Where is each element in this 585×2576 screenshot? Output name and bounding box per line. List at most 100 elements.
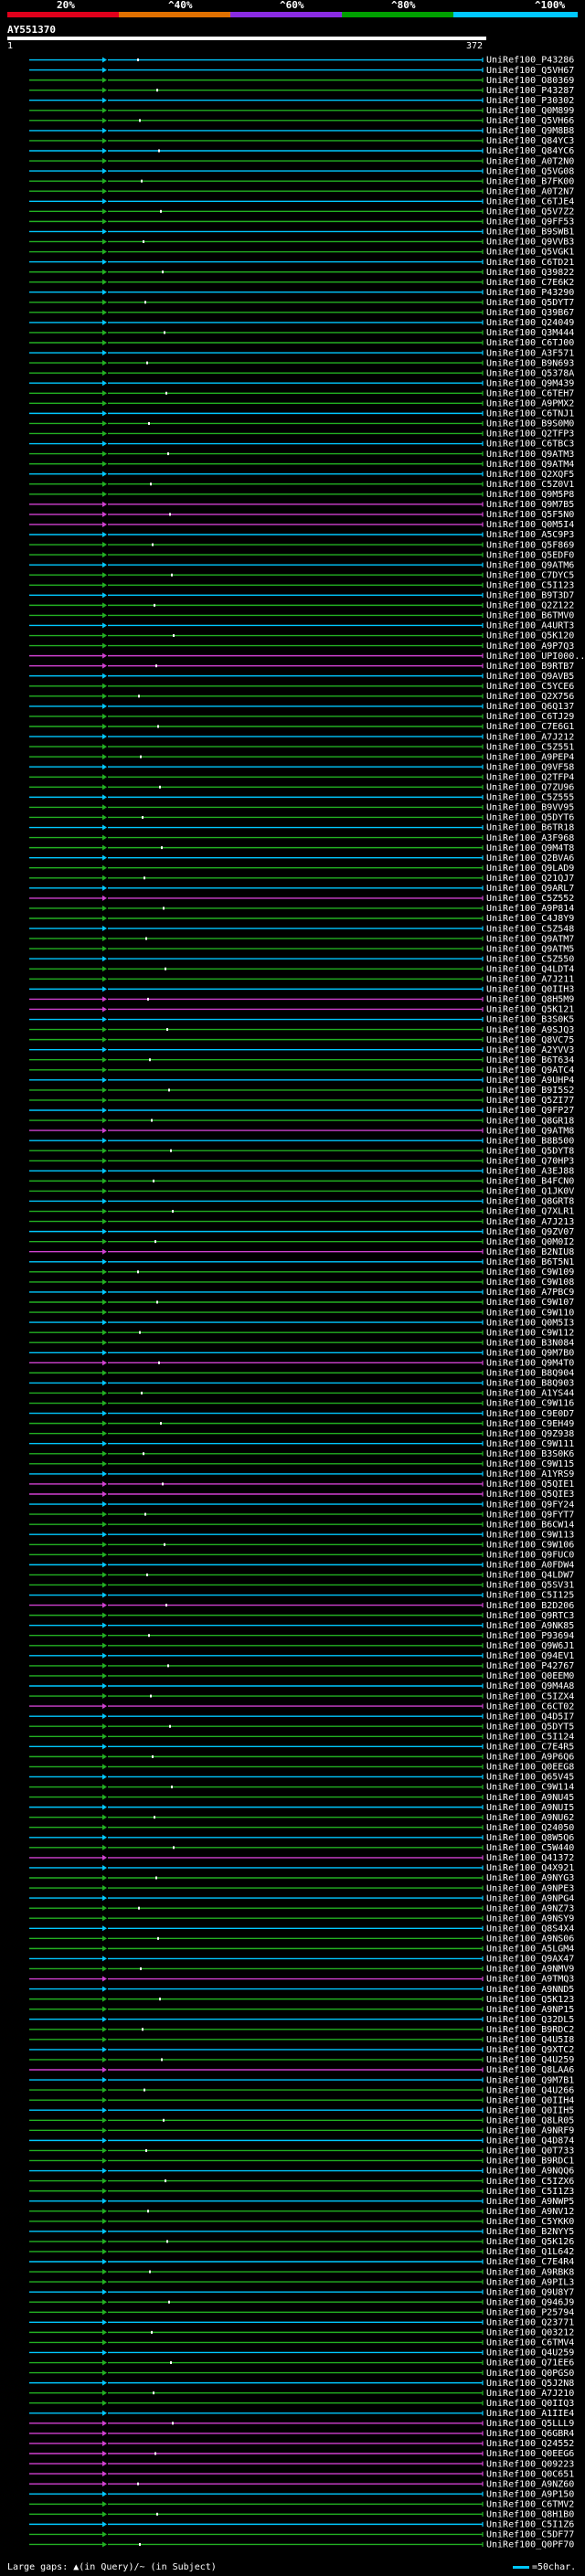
hit-accession[interactable]: UniRef100_Q4U259 <box>486 2348 574 2359</box>
hit-accession[interactable]: UniRef100_Q9ATM3 <box>486 450 574 460</box>
hit-row[interactable]: UniRef100_B8Q903 <box>29 1379 574 1389</box>
hit-row[interactable]: UniRef100_A9NYG3 <box>29 1873 574 1883</box>
hit-accession[interactable]: UniRef100_C9W113 <box>486 1530 574 1540</box>
hit-row[interactable]: UniRef100_Q9ATM3 <box>29 450 574 460</box>
hit-accession[interactable]: UniRef100_A9PMX2 <box>486 399 574 409</box>
hit-row[interactable]: UniRef100_C7DYC5 <box>29 570 574 580</box>
hit-accession[interactable]: UniRef100_C5Z552 <box>486 894 574 904</box>
hit-row[interactable]: UniRef100_Q5VG08 <box>29 166 574 176</box>
hit-accession[interactable]: UniRef100_A9NWP5 <box>486 2197 574 2207</box>
hit-accession[interactable]: UniRef100_Q9ATM7 <box>486 934 574 944</box>
hit-accession[interactable]: UniRef100_Q0M5I4 <box>486 520 574 530</box>
hit-accession[interactable]: UniRef100_Q0IIQ3 <box>486 2399 574 2409</box>
hit-row[interactable]: UniRef100_Q9FUC0 <box>29 1551 574 1561</box>
hit-row[interactable]: UniRef100_A9NSY9 <box>29 1913 574 1924</box>
hit-accession[interactable]: UniRef100_B9T3D7 <box>486 591 574 601</box>
hit-accession[interactable]: UniRef100_Q39B67 <box>486 308 574 318</box>
hit-accession[interactable]: UniRef100_B9N693 <box>486 358 574 368</box>
hit-accession[interactable]: UniRef100_Q8LR05 <box>486 2115 574 2125</box>
hit-row[interactable]: UniRef100_A9NPG4 <box>29 1893 574 1903</box>
hit-accession[interactable]: UniRef100_A0T2N7 <box>486 186 574 196</box>
hit-row[interactable]: UniRef100_A9PEP4 <box>29 752 574 762</box>
hit-row[interactable]: UniRef100_Q94EV1 <box>29 1651 574 1661</box>
hit-row[interactable]: UniRef100_Q5K121 <box>29 1005 574 1015</box>
hit-row[interactable]: UniRef100_Q9LAD9 <box>29 864 574 874</box>
hit-accession[interactable]: UniRef100_C5Z555 <box>486 793 574 803</box>
hit-accession[interactable]: UniRef100_C7DYC5 <box>486 570 574 580</box>
hit-row[interactable]: UniRef100_A9NUI5 <box>29 1803 574 1813</box>
hit-accession[interactable]: UniRef100_C7E6G1 <box>486 722 574 732</box>
hit-row[interactable]: UniRef100_A3F968 <box>29 833 574 843</box>
hit-row[interactable]: UniRef100_C6TJ00 <box>29 338 574 348</box>
hit-accession[interactable]: UniRef100_C5YCE6 <box>486 682 574 692</box>
hit-row[interactable]: UniRef100_C5W440 <box>29 1843 574 1853</box>
hit-row[interactable]: UniRef100_P30302 <box>29 96 574 106</box>
hit-accession[interactable]: UniRef100_A1IIE4 <box>486 2409 574 2419</box>
hit-row[interactable]: UniRef100_A9NMV9 <box>29 1965 574 1975</box>
hit-row[interactable]: UniRef100_Q5DYT6 <box>29 813 574 823</box>
hit-row[interactable]: UniRef100_B6CW14 <box>29 1520 574 1530</box>
hit-accession[interactable]: UniRef100_C5I123 <box>486 580 574 590</box>
hit-row[interactable]: UniRef100_Q4U259 <box>29 2055 574 2065</box>
hit-row[interactable]: UniRef100_A0FDW4 <box>29 1561 574 1571</box>
hit-row[interactable]: UniRef100_A2YVV3 <box>29 1045 574 1055</box>
hit-accession[interactable]: UniRef100_A9NP15 <box>486 2005 574 2015</box>
hit-row[interactable]: UniRef100_B2D206 <box>29 1601 574 1611</box>
hit-accession[interactable]: UniRef100_Q7ZU96 <box>486 783 574 793</box>
hit-accession[interactable]: UniRef100_A7J213 <box>486 1217 574 1227</box>
hit-accession[interactable]: UniRef100_Q24049 <box>486 318 574 328</box>
hit-row[interactable]: UniRef100_Q0M5I4 <box>29 520 574 530</box>
hit-row[interactable]: UniRef100_C7E6K2 <box>29 278 574 288</box>
hit-row[interactable]: UniRef100_Q0EEG8 <box>29 1763 574 1773</box>
hit-accession[interactable]: UniRef100_Q39822 <box>486 268 574 278</box>
hit-accession[interactable]: UniRef100_C6TMV2 <box>486 2499 574 2509</box>
hit-row[interactable]: UniRef100_P42767 <box>29 1661 574 1671</box>
hit-row[interactable]: UniRef100_C6TMV2 <box>29 2499 574 2509</box>
hit-accession[interactable]: UniRef100_Q9M4A8 <box>486 1681 574 1691</box>
hit-accession[interactable]: UniRef100_Q84YC6 <box>486 146 574 156</box>
hit-accession[interactable]: UniRef100_Q7XLR1 <box>486 1207 574 1217</box>
hit-row[interactable]: UniRef100_UPI000... <box>29 652 585 662</box>
hit-accession[interactable]: UniRef100_Q9Z938 <box>486 1429 574 1439</box>
hit-accession[interactable]: UniRef100_B6TMV0 <box>486 611 574 621</box>
hit-row[interactable]: UniRef100_Q09223 <box>29 2459 574 2469</box>
hit-row[interactable]: UniRef100_Q1JK0V <box>29 1187 574 1197</box>
hit-row[interactable]: UniRef100_Q0M899 <box>29 106 574 116</box>
hit-accession[interactable]: UniRef100_Q5378A <box>486 368 574 378</box>
hit-row[interactable]: UniRef100_C4J8Y9 <box>29 914 574 924</box>
hit-accession[interactable]: UniRef100_Q2TFP3 <box>486 429 574 440</box>
hit-accession[interactable]: UniRef100_Q0EEM0 <box>486 1671 574 1681</box>
hit-row[interactable]: UniRef100_A9NS06 <box>29 1935 574 1945</box>
hit-accession[interactable]: UniRef100_C9W112 <box>486 1328 574 1338</box>
hit-row[interactable]: UniRef100_B9I5S2 <box>29 1086 574 1096</box>
hit-row[interactable]: UniRef100_B9RDC1 <box>29 2157 574 2167</box>
hit-row[interactable]: UniRef100_C7E4R4 <box>29 2257 574 2267</box>
hit-accession[interactable]: UniRef100_Q2X756 <box>486 692 574 702</box>
hit-row[interactable]: UniRef100_Q24050 <box>29 1823 574 1833</box>
hit-accession[interactable]: UniRef100_A9NMV9 <box>486 1965 574 1975</box>
hit-accession[interactable]: UniRef100_C6TMV4 <box>486 2338 574 2348</box>
hit-accession[interactable]: UniRef100_A9NQQ6 <box>486 2167 574 2177</box>
hit-row[interactable]: UniRef100_Q4D5I7 <box>29 1712 574 1722</box>
hit-accession[interactable]: UniRef100_A9UHP4 <box>486 1076 574 1086</box>
hit-row[interactable]: UniRef100_Q0IIH4 <box>29 2095 574 2105</box>
hit-row[interactable]: UniRef100_C5I1Z6 <box>29 2520 574 2530</box>
hit-accession[interactable]: UniRef100_C5IZX6 <box>486 2177 574 2187</box>
hit-accession[interactable]: UniRef100_C9W109 <box>486 1267 574 1277</box>
hit-row[interactable]: UniRef100_Q9VF58 <box>29 762 574 772</box>
hit-row[interactable]: UniRef100_A9PMX2 <box>29 399 574 409</box>
hit-accession[interactable]: UniRef100_Q5K123 <box>486 1995 574 2005</box>
hit-accession[interactable]: UniRef100_Q9RTC3 <box>486 1611 574 1621</box>
hit-row[interactable]: UniRef100_Q9M4A8 <box>29 1681 574 1691</box>
hit-accession[interactable]: UniRef100_C6TD21 <box>486 258 574 268</box>
hit-row[interactable]: UniRef100_Q39B67 <box>29 308 574 318</box>
hit-accession[interactable]: UniRef100_Q94EV1 <box>486 1651 574 1661</box>
hit-row[interactable]: UniRef100_Q21QJ7 <box>29 874 574 884</box>
hit-accession[interactable]: UniRef100_P25794 <box>486 2307 574 2317</box>
hit-accession[interactable]: UniRef100_C5I1Z6 <box>486 2520 574 2530</box>
hit-row[interactable]: UniRef100_Q9ZV07 <box>29 1227 574 1237</box>
hit-row[interactable]: UniRef100_B2NIU8 <box>29 1247 574 1257</box>
hit-accession[interactable]: UniRef100_A7PBC9 <box>486 1288 574 1298</box>
hit-row[interactable]: UniRef100_P43287 <box>29 86 574 96</box>
hit-accession[interactable]: UniRef100_B6TR18 <box>486 823 574 833</box>
